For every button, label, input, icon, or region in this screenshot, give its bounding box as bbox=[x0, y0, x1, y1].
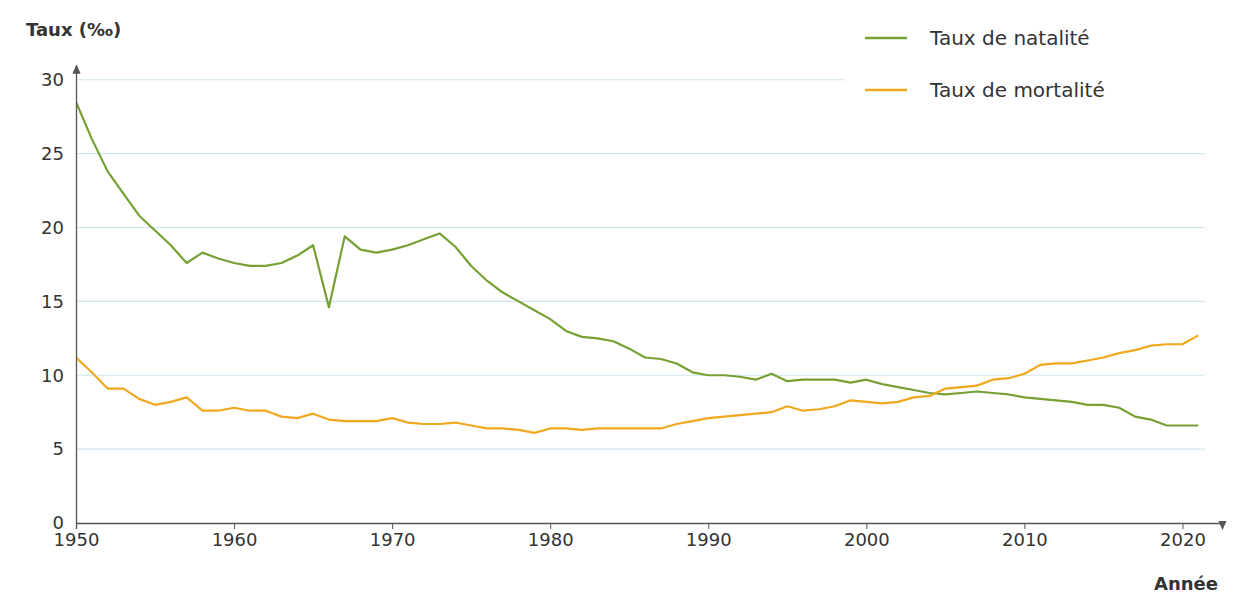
y-tick-label: 10 bbox=[41, 365, 64, 386]
x-tick: 1980 bbox=[528, 523, 574, 550]
legend: Taux de natalité Taux de mortalité bbox=[845, 10, 1205, 114]
legend-label: Taux de natalité bbox=[929, 26, 1090, 50]
x-tick-label: 2000 bbox=[844, 529, 890, 550]
lines bbox=[76, 102, 1198, 433]
y-tick: 20 bbox=[41, 217, 76, 238]
y-axis-title: Taux (‰) bbox=[26, 19, 121, 40]
x-tick: 1960 bbox=[212, 523, 258, 550]
y-tick: 0 bbox=[53, 512, 76, 533]
series-line bbox=[76, 102, 1198, 426]
x-tick-label: 1990 bbox=[686, 529, 732, 550]
grid-line bbox=[76, 227, 1205, 228]
series-line bbox=[76, 335, 1198, 433]
x-tick: 2010 bbox=[1002, 523, 1048, 550]
y-tick-label: 30 bbox=[41, 69, 64, 90]
y-axis-line bbox=[76, 66, 77, 524]
legend-swatch bbox=[865, 37, 907, 40]
x-tick: 2020 bbox=[1160, 523, 1206, 550]
y-tick-label: 5 bbox=[53, 438, 64, 459]
y-tick: 5 bbox=[53, 438, 76, 459]
legend-label: Taux de mortalité bbox=[929, 78, 1105, 102]
y-tick: 25 bbox=[41, 143, 76, 164]
x-tick-label: 1970 bbox=[370, 529, 416, 550]
grid-line bbox=[76, 301, 1205, 302]
legend-swatch bbox=[865, 89, 907, 92]
grid bbox=[76, 80, 1205, 449]
x-tick: 1970 bbox=[370, 523, 416, 550]
y-tick-label: 25 bbox=[41, 143, 64, 164]
grid-line bbox=[76, 153, 1205, 154]
y-axis: 0 5 10 15 20 25 30 bbox=[41, 66, 76, 534]
grid-line bbox=[76, 449, 1205, 450]
x-tick-label: 2010 bbox=[1002, 529, 1048, 550]
grid-line bbox=[76, 375, 1205, 376]
x-tick-label: 1980 bbox=[528, 529, 574, 550]
x-axis-title: Année bbox=[1154, 573, 1218, 594]
y-tick-label: 0 bbox=[53, 512, 64, 533]
y-tick: 10 bbox=[41, 365, 76, 386]
x-tick-label: 1960 bbox=[212, 529, 258, 550]
y-tick-label: 20 bbox=[41, 217, 64, 238]
x-tick-label: 2020 bbox=[1160, 529, 1206, 550]
x-tick: 1990 bbox=[686, 523, 732, 550]
x-tick: 2000 bbox=[844, 523, 890, 550]
y-tick: 15 bbox=[41, 291, 76, 312]
legend-background bbox=[845, 10, 1205, 114]
x-axis: 19501960197019801990200020102020 bbox=[54, 523, 1223, 550]
y-tick: 30 bbox=[41, 69, 76, 90]
chart: 1950196019701980199020002010202005101520… bbox=[0, 0, 1247, 604]
y-tick-label: 15 bbox=[41, 291, 64, 312]
